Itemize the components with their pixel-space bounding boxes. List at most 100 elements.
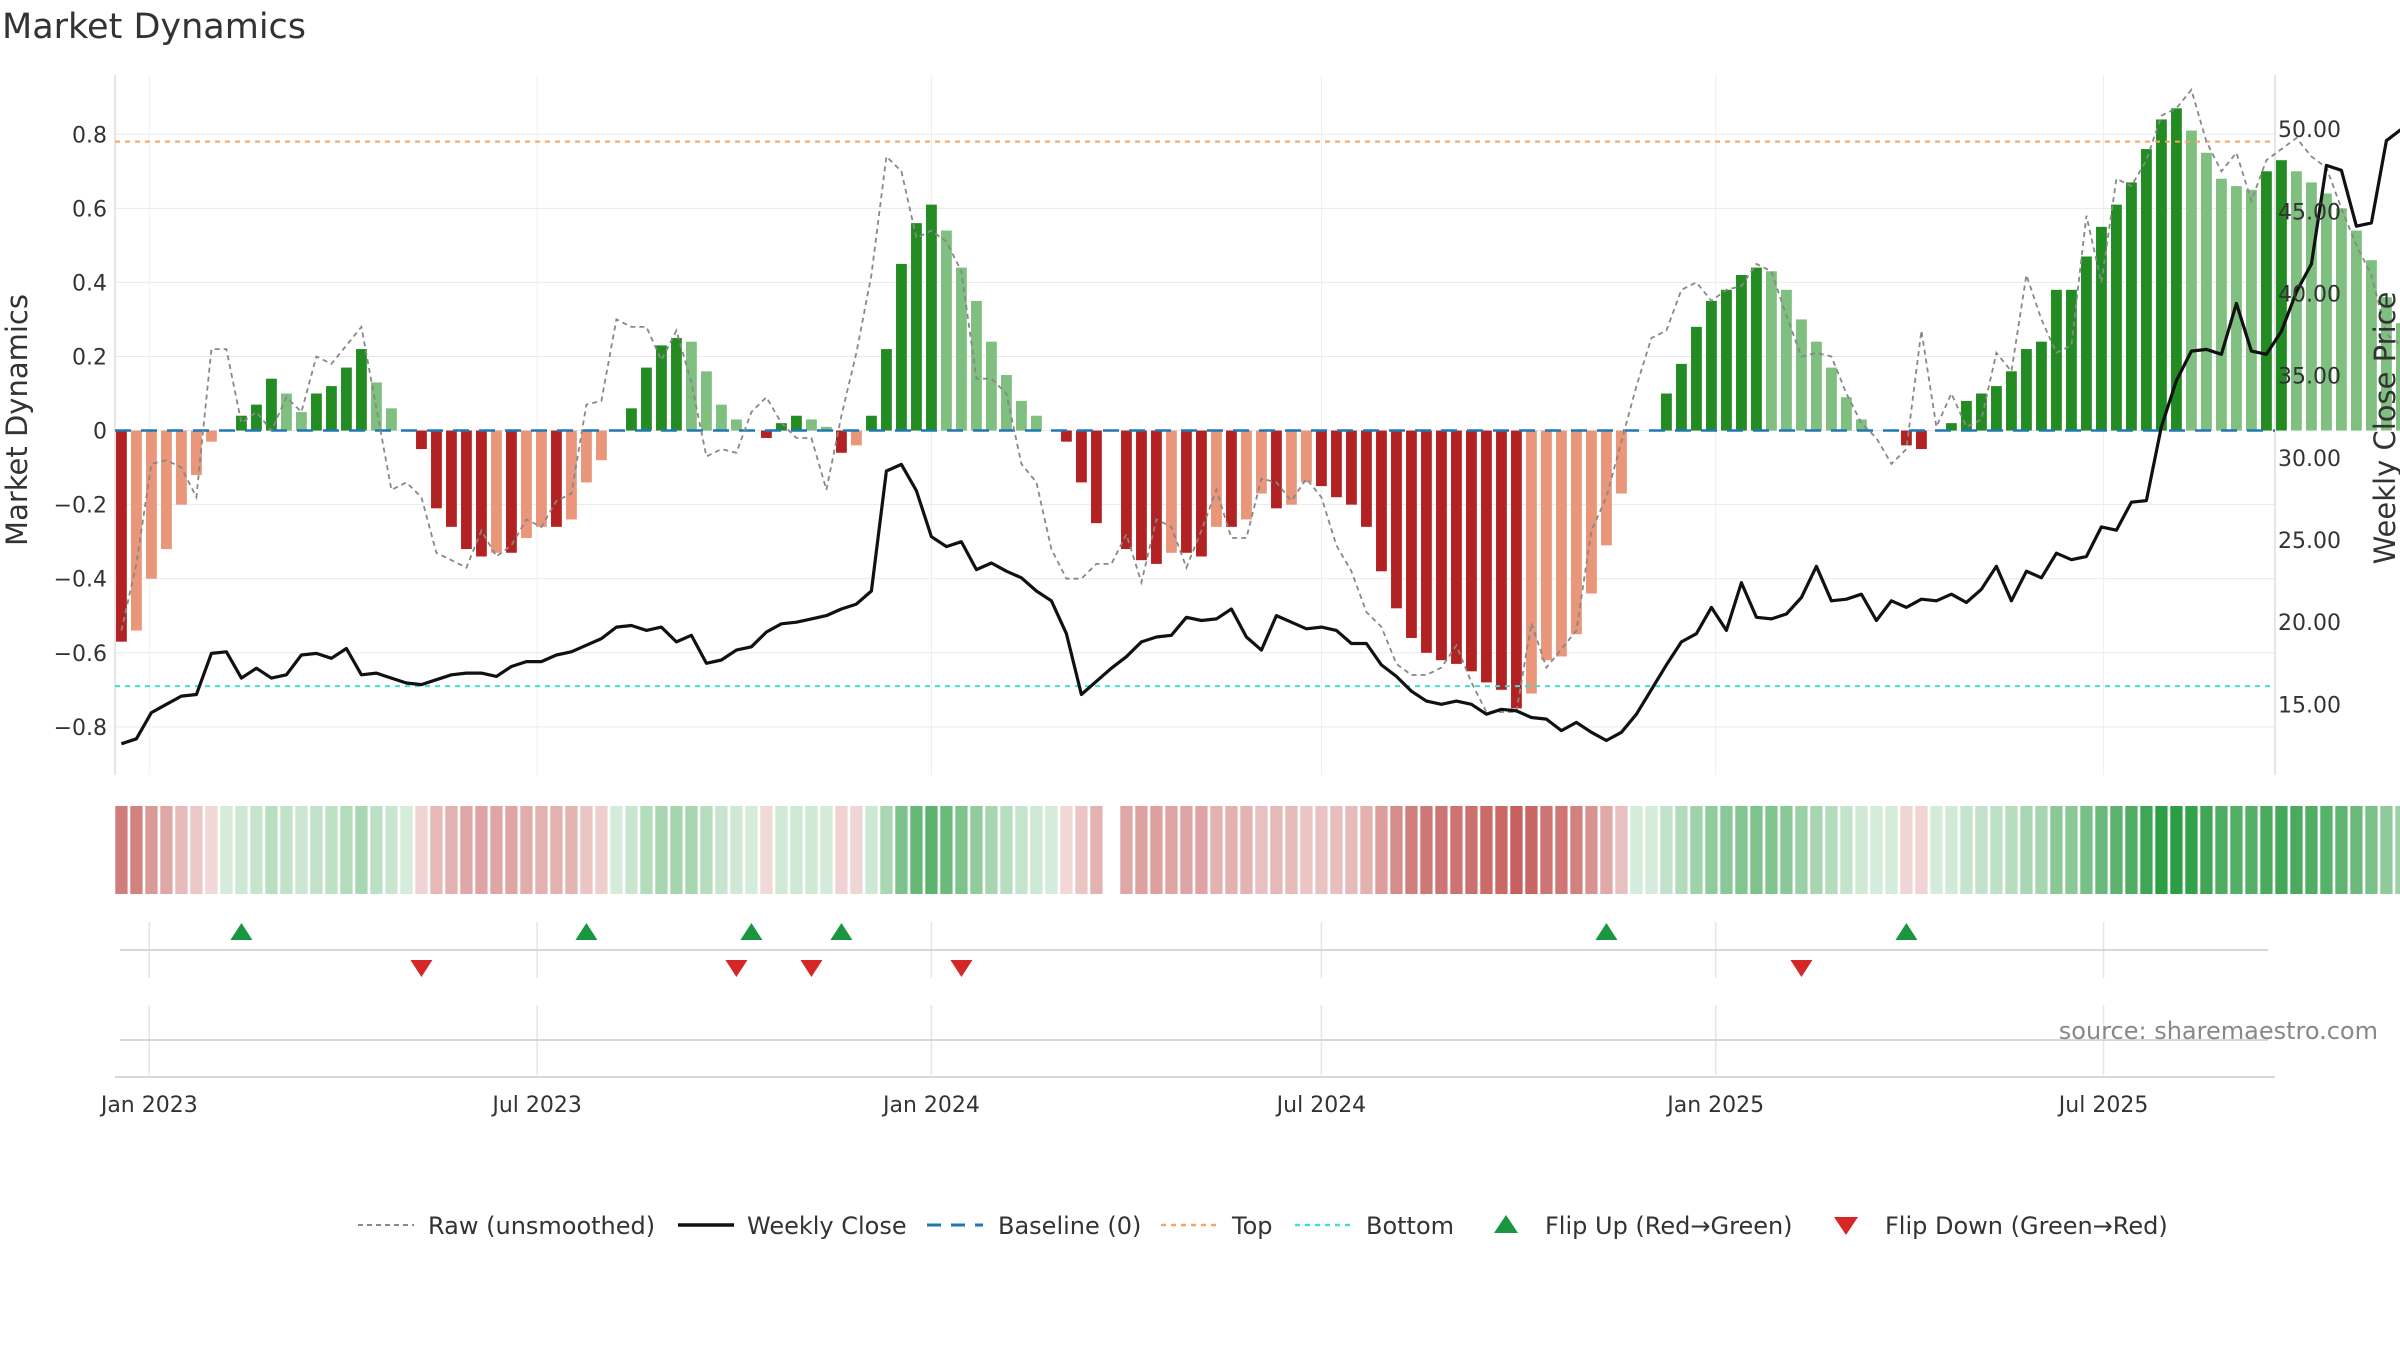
market-dynamics-bar bbox=[2021, 349, 2032, 431]
heat-strip-cell bbox=[1120, 806, 1133, 894]
market-dynamics-bar bbox=[1016, 400, 1027, 431]
y-tick-label: 0.6 bbox=[72, 197, 107, 222]
heat-strip-cell bbox=[1735, 806, 1748, 894]
flip-up-marker bbox=[230, 923, 253, 940]
market-dynamics-bar bbox=[806, 419, 817, 431]
market-dynamics-bar bbox=[1226, 430, 1237, 527]
market-dynamics-bar bbox=[1796, 319, 1807, 431]
axes bbox=[114, 75, 2276, 1078]
market-dynamics-bar bbox=[2096, 226, 2107, 431]
market-dynamics-bar bbox=[521, 430, 532, 538]
market-dynamics-bar bbox=[941, 230, 952, 431]
market-dynamics-bar bbox=[1511, 430, 1522, 709]
heat-strip-cell bbox=[2065, 806, 2078, 894]
legend-swatch bbox=[1494, 1215, 1518, 1233]
heat-strip-cell bbox=[685, 806, 698, 894]
legend-label: Flip Down (Green→Red) bbox=[1885, 1212, 2168, 1240]
series-lines bbox=[120, 87, 2400, 746]
heat-strip-cell bbox=[775, 806, 788, 894]
market-dynamics-bar bbox=[1556, 430, 1567, 657]
market-dynamics-bar bbox=[1691, 326, 1702, 431]
heat-strip-cell bbox=[670, 806, 683, 894]
heat-strip-cell bbox=[640, 806, 653, 894]
heat-strip-cell bbox=[2320, 806, 2333, 894]
heat-strip-cell bbox=[1990, 806, 2003, 894]
market-dynamics-bar bbox=[2291, 171, 2302, 431]
market-dynamics-bar bbox=[671, 337, 682, 431]
flip-markers bbox=[230, 923, 1918, 977]
market-dynamics-bar bbox=[896, 263, 907, 431]
market-dynamics-bar bbox=[656, 345, 667, 431]
market-dynamics-bar bbox=[731, 419, 742, 431]
market-dynamics-bar bbox=[1826, 367, 1837, 431]
y2-tick-label: 20.00 bbox=[2278, 611, 2341, 636]
heat-strip-cell bbox=[1915, 806, 1928, 894]
heat-strip-cell bbox=[160, 806, 173, 894]
market-dynamics-bar bbox=[2186, 130, 2197, 431]
heat-strip-cell bbox=[535, 806, 548, 894]
market-dynamics-bar bbox=[1031, 415, 1042, 431]
heat-strip-cell bbox=[220, 806, 233, 894]
market-dynamics-bar bbox=[2081, 256, 2092, 431]
x-tick-label: Jan 2023 bbox=[99, 1093, 198, 1118]
market-dynamics-bar bbox=[461, 430, 472, 550]
market-dynamics-bar bbox=[791, 415, 802, 431]
market-dynamics-bar bbox=[2381, 297, 2392, 431]
market-dynamics-bar bbox=[1286, 430, 1297, 505]
heat-strip-cell bbox=[1525, 806, 1538, 894]
heat-strip-cell bbox=[310, 806, 323, 894]
market-dynamics-bar bbox=[2051, 289, 2062, 431]
x-tick-label: Jan 2025 bbox=[1665, 1093, 1764, 1118]
market-dynamics-bar bbox=[1991, 386, 2002, 431]
heat-strip-cell bbox=[2275, 806, 2288, 894]
heat-strip-cell bbox=[580, 806, 593, 894]
x-tick-label: Jan 2024 bbox=[881, 1093, 980, 1118]
market-dynamics-bar bbox=[386, 408, 397, 431]
market-dynamics-bar bbox=[1001, 375, 1012, 431]
y2-tick-label: 15.00 bbox=[2278, 693, 2341, 718]
heat-strip-cell bbox=[1165, 806, 1178, 894]
heat-strip-cell bbox=[2365, 806, 2378, 894]
heat-strip-cell bbox=[2035, 806, 2048, 894]
heat-strip-cell bbox=[370, 806, 383, 894]
flip-down-marker bbox=[950, 960, 973, 977]
market-dynamics-bar bbox=[2201, 152, 2212, 431]
market-dynamics-bar bbox=[986, 341, 997, 431]
flip-up-marker bbox=[740, 923, 763, 940]
flip-down-marker bbox=[1790, 960, 1813, 977]
market-dynamics-bar bbox=[1091, 430, 1102, 524]
y-tick-label: 0.4 bbox=[72, 271, 107, 296]
market-dynamics-bar bbox=[1751, 267, 1762, 431]
market-dynamics-bar bbox=[146, 430, 157, 579]
market-dynamics-bar bbox=[716, 404, 727, 431]
heat-strip-cell bbox=[1900, 806, 1913, 894]
market-dynamics-bar bbox=[2126, 182, 2137, 431]
heat-strip-cell bbox=[1360, 806, 1373, 894]
heat-strip-cell bbox=[1210, 806, 1223, 894]
heat-strip-cell bbox=[1555, 806, 1568, 894]
x-tick-label: Jul 2024 bbox=[1275, 1093, 1367, 1118]
heat-strip-cell bbox=[1585, 806, 1598, 894]
market-dynamics-bar bbox=[686, 341, 697, 431]
heat-strip-cell bbox=[355, 806, 368, 894]
y2-tick-label: 40.00 bbox=[2278, 283, 2341, 308]
market-dynamics-bar bbox=[281, 393, 292, 431]
heat-strip-cell bbox=[910, 806, 923, 894]
market-dynamics-bar bbox=[1256, 430, 1267, 494]
market-dynamics-bar bbox=[776, 423, 787, 431]
heat-strip-cell bbox=[820, 806, 833, 894]
market-dynamics-bar bbox=[1526, 430, 1537, 694]
market-dynamics-bar bbox=[341, 367, 352, 431]
heat-strip-cell bbox=[1750, 806, 1763, 894]
heat-strip-cell bbox=[1945, 806, 1958, 894]
heat-strip-cell bbox=[1930, 806, 1943, 894]
heat-strip-cell bbox=[2260, 806, 2273, 894]
market-dynamics-bar bbox=[1706, 300, 1717, 431]
market-dynamics-bar bbox=[206, 430, 217, 442]
market-dynamics-bar bbox=[2396, 323, 2400, 431]
heat-strip-cell bbox=[2050, 806, 2063, 894]
heat-strip-cell bbox=[805, 806, 818, 894]
heat-strip-cell bbox=[1855, 806, 1868, 894]
heat-strip-cell bbox=[1510, 806, 1523, 894]
heat-strip-cell bbox=[1705, 806, 1718, 894]
